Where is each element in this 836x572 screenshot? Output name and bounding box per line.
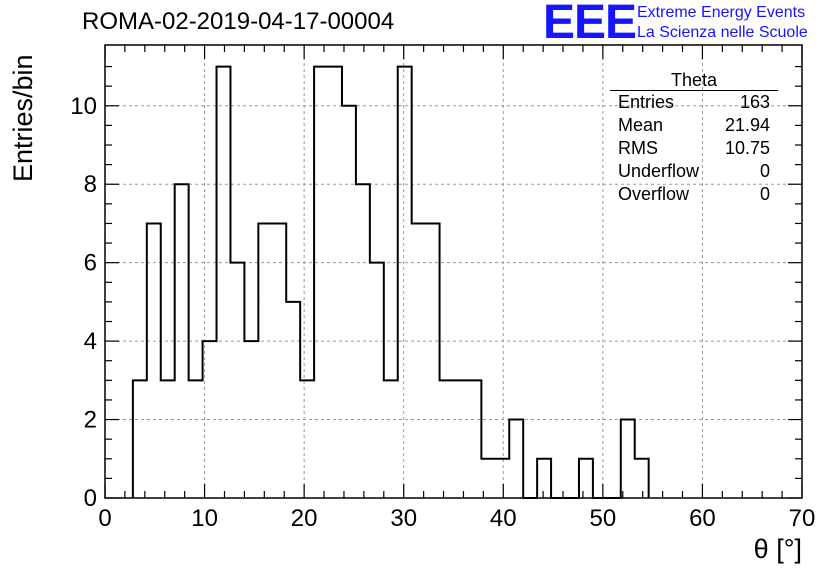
histogram-bar [175, 184, 189, 498]
stat-value: 21.94 [724, 115, 770, 135]
x-tick-label: 50 [590, 505, 617, 532]
stat-row-underflow: Underflow 0 [610, 160, 778, 183]
histogram-bar [384, 380, 398, 498]
eee-logo: EEE [543, 0, 637, 49]
y-tick-label: 6 [84, 250, 97, 277]
stat-label: Underflow [618, 161, 700, 181]
stats-title: Theta [610, 70, 778, 91]
stat-value: 163 [739, 92, 770, 112]
logo-text: Extreme Energy Events La Scienza nelle S… [637, 3, 808, 43]
x-tick-label: 70 [789, 505, 816, 532]
histogram-bar [300, 380, 314, 498]
histogram-bar [635, 459, 649, 498]
stat-value: 10.75 [724, 138, 770, 158]
x-tick-label: 40 [490, 505, 517, 532]
stat-label: Entries [618, 92, 675, 112]
stats-box: Theta Entries 163 Mean 21.94 RMS 10.75 U… [610, 70, 778, 206]
histogram-bar [147, 223, 161, 498]
histogram-bar [440, 380, 454, 498]
histogram-bar [258, 223, 272, 498]
plot-frame [104, 44, 803, 499]
stat-row-overflow: Overflow 0 [610, 183, 778, 206]
histogram-bar [286, 302, 300, 498]
histogram-outline [131, 65, 650, 499]
histogram-bar [230, 263, 244, 498]
histogram-bar [509, 420, 523, 498]
histogram-bar [161, 380, 175, 498]
y-tick-label: 4 [84, 328, 97, 355]
stat-value: 0 [759, 184, 770, 204]
y-axis-label: Entries/bin [6, 54, 46, 182]
x-tick-label: 10 [191, 505, 218, 532]
histogram-bar [398, 67, 412, 498]
logo-line-2: La Scienza nelle Scuole [637, 24, 808, 41]
stat-label: Overflow [618, 184, 690, 204]
x-axis-label: θ [°] [753, 534, 802, 564]
histogram-bar [342, 106, 356, 498]
histogram-bar [133, 380, 147, 498]
histogram-bar [537, 459, 551, 498]
histogram-bar [579, 459, 593, 498]
x-tick-label: 20 [291, 505, 318, 532]
y-tick-label: 0 [84, 485, 97, 512]
histogram-bar [217, 67, 231, 498]
histogram-bar [412, 223, 426, 498]
y-tick-label: 10 [70, 93, 97, 120]
histogram-bar [454, 380, 468, 498]
x-tick-label: 30 [390, 505, 417, 532]
stat-row-rms: RMS 10.75 [610, 137, 778, 160]
chart-title: ROMA-02-2019-04-17-00004 [82, 8, 395, 35]
histogram-bar [426, 223, 440, 498]
x-tick-label: 0 [98, 505, 111, 532]
stat-label: Mean [618, 115, 664, 135]
stat-row-mean: Mean 21.94 [610, 114, 778, 137]
histogram-bar [495, 459, 509, 498]
stat-row-entries: Entries 163 [610, 91, 778, 114]
x-tick-label: 60 [689, 505, 716, 532]
histogram-bar [189, 380, 203, 498]
histogram-bar [621, 420, 635, 498]
logo-line-1: Extreme Energy Events [637, 4, 806, 21]
y-tick-label: 2 [84, 407, 97, 434]
stat-label: RMS [618, 138, 658, 158]
histogram-bar [272, 223, 286, 498]
stat-value: 0 [759, 161, 770, 181]
y-tick-label: 8 [84, 171, 97, 198]
histogram-bar [467, 380, 481, 498]
y-axis-label-text: Entries/bin [8, 54, 38, 182]
histogram-bar [314, 67, 328, 498]
histogram-bar [328, 67, 342, 498]
histogram-bar [370, 263, 384, 498]
